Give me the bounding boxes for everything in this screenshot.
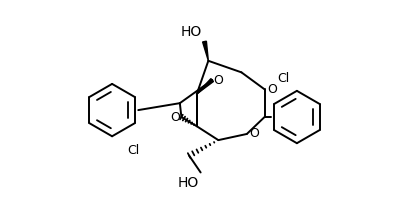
Text: HO: HO (178, 175, 199, 189)
Text: O: O (267, 83, 277, 96)
Text: Cl: Cl (277, 72, 289, 85)
Text: Cl: Cl (128, 144, 140, 157)
Text: O: O (214, 73, 224, 87)
Text: O: O (170, 111, 180, 124)
Text: O: O (249, 128, 259, 140)
Polygon shape (197, 79, 213, 94)
Polygon shape (203, 41, 208, 61)
Text: HO: HO (181, 25, 202, 39)
